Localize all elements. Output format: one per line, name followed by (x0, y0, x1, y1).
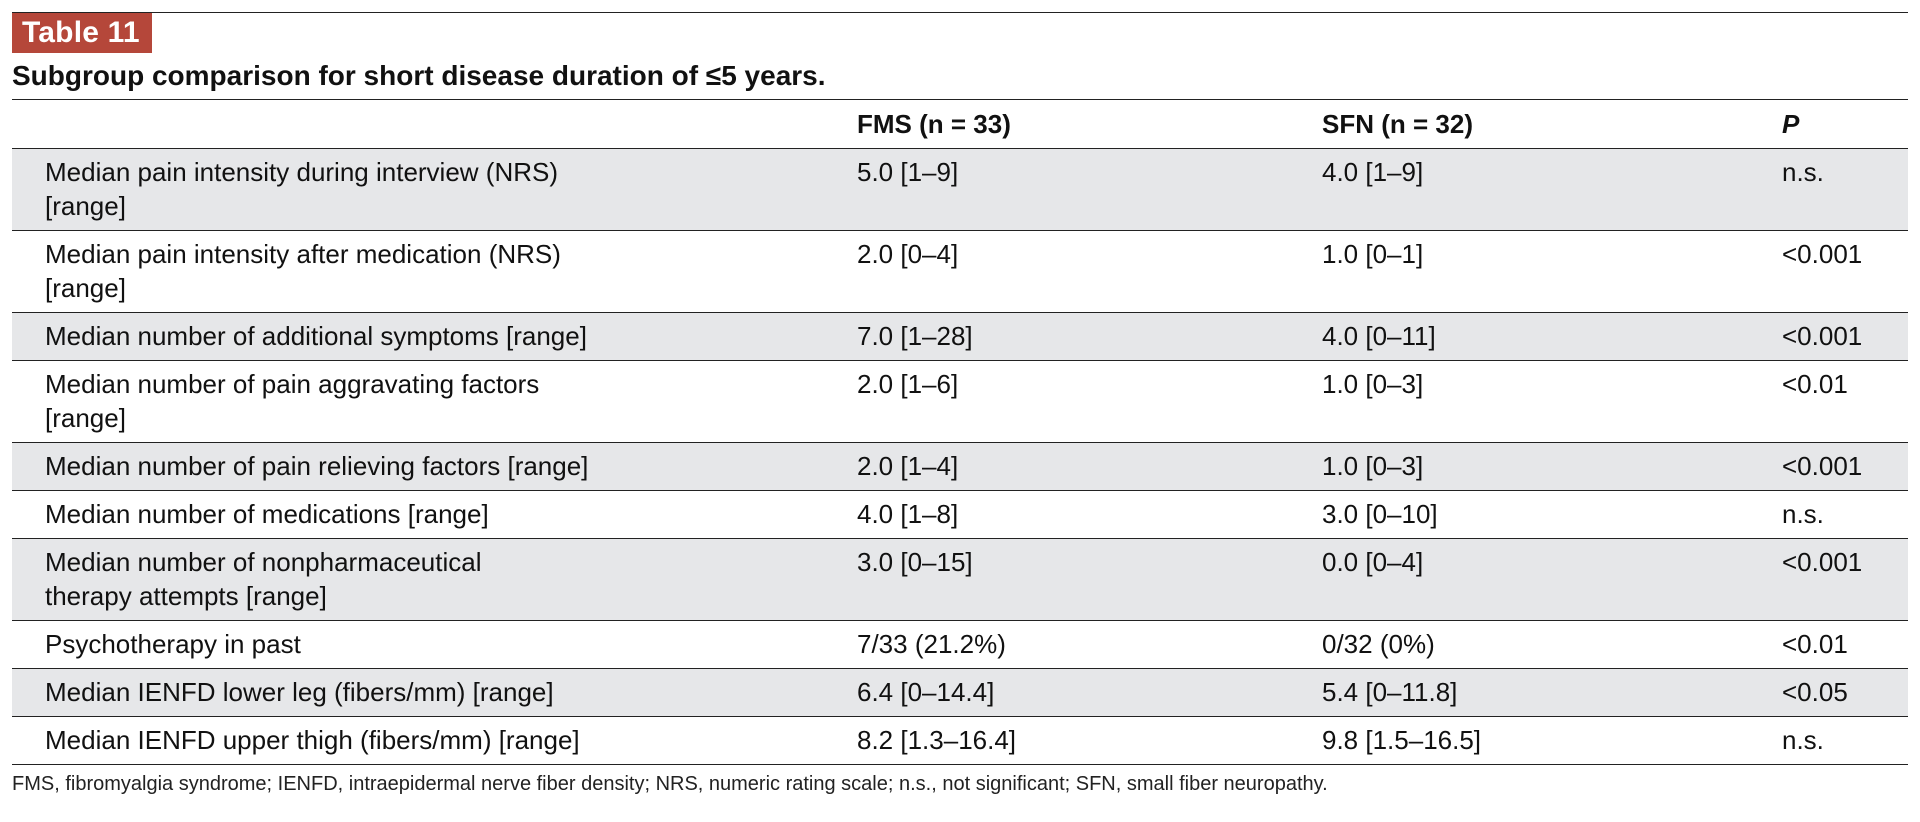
row-label: Median number of pain relieving factors … (45, 451, 589, 481)
table-row: Median pain intensity during interview (… (12, 148, 1908, 231)
row-label-cell: Median IENFD lower leg (fibers/mm) [rang… (12, 668, 857, 717)
row-label-cell: Median IENFD upper thigh (fibers/mm) [ra… (12, 716, 857, 765)
row-label: Median number of nonpharmaceutical thera… (45, 547, 482, 611)
table-footnote: FMS, fibromyalgia syndrome; IENFD, intra… (12, 773, 1328, 795)
row-label: Median IENFD lower leg (fibers/mm) [rang… (45, 677, 554, 707)
table-row: Median pain intensity after medication (… (12, 230, 1908, 313)
row-fms: 5.0 [1–9] (857, 148, 1322, 231)
table-number-label: Table 11 (12, 13, 152, 53)
row-label-cell: Median pain intensity after medication (… (12, 230, 857, 313)
row-p: <0.01 (1782, 360, 1908, 443)
table-row: Median number of medications [range] 4.0… (12, 490, 1908, 539)
row-label-cell: Median number of pain aggravating factor… (12, 360, 857, 443)
header-row: FMS (n = 33) SFN (n = 32) P (12, 99, 1908, 149)
row-sfn: 4.0 [1–9] (1322, 148, 1782, 231)
row-p: <0.001 (1782, 538, 1908, 621)
table-row: Median number of additional symptoms [ra… (12, 312, 1908, 361)
row-p: <0.001 (1782, 442, 1908, 491)
row-sfn: 1.0 [0–1] (1322, 230, 1782, 313)
row-sfn: 9.8 [1.5–16.5] (1322, 716, 1782, 765)
row-sfn: 3.0 [0–10] (1322, 490, 1782, 539)
header-label (12, 99, 857, 149)
row-fms: 7.0 [1–28] (857, 312, 1322, 361)
row-label-cell: Median number of nonpharmaceutical thera… (12, 538, 857, 621)
row-fms: 3.0 [0–15] (857, 538, 1322, 621)
row-fms: 6.4 [0–14.4] (857, 668, 1322, 717)
row-label-cell: Median number of pain relieving factors … (12, 442, 857, 491)
row-fms: 2.0 [0–4] (857, 230, 1322, 313)
row-fms: 7/33 (21.2%) (857, 620, 1322, 669)
row-p: n.s. (1782, 716, 1908, 765)
table-caption: Subgroup comparison for short disease du… (12, 60, 826, 91)
row-p: n.s. (1782, 148, 1908, 231)
row-sfn: 4.0 [0–11] (1322, 312, 1782, 361)
row-label-cell: Median number of additional symptoms [ra… (12, 312, 857, 361)
table-row: Median IENFD lower leg (fibers/mm) [rang… (12, 668, 1908, 717)
row-fms: 4.0 [1–8] (857, 490, 1322, 539)
row-p: <0.05 (1782, 668, 1908, 717)
row-sfn: 5.4 [0–11.8] (1322, 668, 1782, 717)
row-p: <0.01 (1782, 620, 1908, 669)
table-row: Median number of pain aggravating factor… (12, 360, 1908, 443)
data-table: FMS (n = 33) SFN (n = 32) P Median pain … (12, 99, 1908, 765)
row-label: Median pain intensity during interview (… (45, 157, 559, 221)
row-sfn: 0/32 (0%) (1322, 620, 1782, 669)
row-label: Median number of additional symptoms [ra… (45, 321, 587, 351)
table-row: Median number of pain relieving factors … (12, 442, 1908, 491)
row-label-cell: Psychotherapy in past (12, 620, 857, 669)
row-fms: 8.2 [1.3–16.4] (857, 716, 1322, 765)
row-label: Median IENFD upper thigh (fibers/mm) [ra… (45, 725, 580, 755)
header-p: P (1782, 99, 1908, 149)
row-sfn: 0.0 [0–4] (1322, 538, 1782, 621)
top-rule (12, 12, 1908, 13)
table-body: Median pain intensity during interview (… (12, 148, 1908, 765)
row-label-cell: Median pain intensity during interview (… (12, 148, 857, 231)
row-label-cell: Median number of medications [range] (12, 490, 857, 539)
document-page: Table 11 Subgroup comparison for short d… (12, 12, 1908, 797)
row-label: Psychotherapy in past (45, 629, 301, 659)
table-row: Median IENFD upper thigh (fibers/mm) [ra… (12, 716, 1908, 765)
row-fms: 2.0 [1–6] (857, 360, 1322, 443)
row-sfn: 1.0 [0–3] (1322, 442, 1782, 491)
row-p: <0.001 (1782, 312, 1908, 361)
row-label: Median number of medications [range] (45, 499, 489, 529)
row-p: n.s. (1782, 490, 1908, 539)
row-label: Median number of pain aggravating factor… (45, 369, 540, 433)
header-fms: FMS (n = 33) (857, 99, 1322, 149)
table-row: Psychotherapy in past 7/33 (21.2%) 0/32 … (12, 620, 1908, 669)
header-sfn: SFN (n = 32) (1322, 99, 1782, 149)
row-label: Median pain intensity after medication (… (45, 239, 561, 303)
row-p: <0.001 (1782, 230, 1908, 313)
table-row: Median number of nonpharmaceutical thera… (12, 538, 1908, 621)
row-sfn: 1.0 [0–3] (1322, 360, 1782, 443)
table-header: FMS (n = 33) SFN (n = 32) P (12, 99, 1908, 149)
row-fms: 2.0 [1–4] (857, 442, 1322, 491)
